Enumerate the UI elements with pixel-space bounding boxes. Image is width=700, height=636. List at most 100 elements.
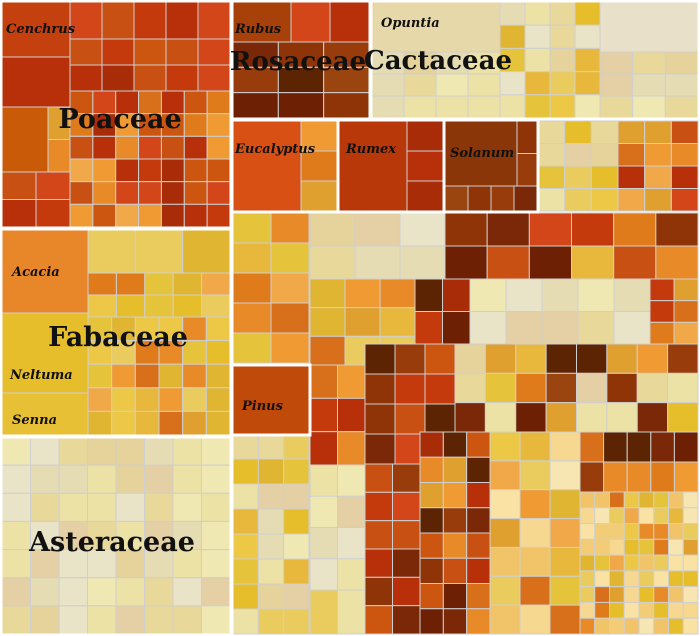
tile-other-cell xyxy=(466,431,491,458)
tile-other-cell xyxy=(528,212,572,247)
tile-other-cell xyxy=(419,583,444,610)
genus-label-neltuma: Neltuma xyxy=(9,368,73,383)
tile-other-cell xyxy=(638,538,655,556)
tile-poaceae-cell xyxy=(165,64,199,92)
tile-poaceae-cell xyxy=(197,1,231,40)
tile-other-cell xyxy=(489,546,521,577)
tile-cactaceae-cell xyxy=(549,47,576,73)
tile-other-cell xyxy=(617,120,646,144)
tile-fabaceae-cell xyxy=(201,294,231,318)
tile-other-cell xyxy=(636,343,669,374)
tile-other-cell xyxy=(466,507,491,534)
tile-fabaceae-cell xyxy=(134,387,160,412)
tile-poaceae-cell xyxy=(69,203,94,228)
tile-other-cell xyxy=(682,570,699,588)
tile-fabaceae-cell xyxy=(134,228,184,274)
tile-other-cell xyxy=(484,343,517,374)
tile-poaceae-cell xyxy=(133,64,167,92)
tile-cactaceae-cell xyxy=(549,71,576,96)
tile-asteraceae-cell xyxy=(201,520,231,551)
tile-other-cell xyxy=(232,332,272,364)
tile-cactaceae-cell xyxy=(499,1,526,26)
tile-other-cell xyxy=(414,278,443,312)
tile-other-cell xyxy=(442,608,468,635)
tile-other-cell xyxy=(579,586,596,603)
tile-other-cell xyxy=(668,554,684,572)
tile-other-cell xyxy=(668,491,684,509)
tile-other-cell xyxy=(283,458,310,485)
tile-solanaceae-cell xyxy=(516,120,538,154)
tile-other-cell xyxy=(594,570,610,588)
tile-other-cell xyxy=(623,491,640,509)
tile-other-cell xyxy=(626,461,652,493)
tile-other-cell xyxy=(668,507,684,525)
tile-other-cell xyxy=(442,482,468,509)
tile-other-cell xyxy=(673,300,699,323)
tile-other-cell xyxy=(626,431,652,463)
tile-other-cell xyxy=(613,245,657,280)
tile-other-cell xyxy=(337,589,366,635)
tile-poaceae-cell xyxy=(183,158,208,183)
tile-other-cell xyxy=(576,372,608,404)
tile-other-cell xyxy=(649,278,675,302)
tile-asteraceae-cell xyxy=(1,464,31,494)
tile-other-cell xyxy=(673,278,699,302)
tile-other-cell xyxy=(419,507,444,534)
tile-other-cell xyxy=(469,278,507,312)
tile-cactaceae-cell xyxy=(574,94,601,119)
tile-other-cell xyxy=(655,245,699,280)
tile-other-cell xyxy=(257,433,285,460)
tile-fabaceae-cell xyxy=(134,363,160,389)
tile-asteraceae-cell xyxy=(201,492,231,522)
tile-poaceae-cell xyxy=(69,38,103,66)
tile-cactaceae-cell xyxy=(499,94,526,119)
tile-other-cell xyxy=(613,212,657,247)
tile-asteraceae-cell xyxy=(58,464,88,494)
tile-other-cell xyxy=(232,212,272,244)
tile-other-cell xyxy=(399,245,446,280)
tile-cactaceae-cell xyxy=(403,95,437,119)
tile-other-cell xyxy=(466,482,491,509)
tile-other-cell xyxy=(309,278,346,309)
tile-other-cell xyxy=(670,165,699,189)
family-label-rosaceae: Rosaceae xyxy=(230,47,366,77)
tile-other-cell xyxy=(653,554,669,572)
tile-other-cell xyxy=(571,245,615,280)
tile-other-cell xyxy=(466,608,491,635)
tile-other-cell xyxy=(454,402,486,433)
tile-cactaceae-cell xyxy=(599,51,634,75)
tile-other-cell xyxy=(344,278,381,309)
tile-other-cell xyxy=(379,278,416,309)
tile-other-cell xyxy=(673,461,699,493)
tile-poaceae-cell xyxy=(92,181,117,205)
tile-other-cell xyxy=(576,343,608,374)
tile-other-cell xyxy=(454,372,486,404)
tile-cactaceae-cell xyxy=(524,24,551,49)
tile-other-cell xyxy=(549,575,581,606)
tile-other-cell xyxy=(682,554,699,572)
tile-other-cell xyxy=(419,482,444,509)
tile-other-cell xyxy=(549,460,581,491)
tile-asteraceae-cell xyxy=(172,577,202,607)
tile-other-cell xyxy=(270,242,310,274)
tile-other-cell xyxy=(613,278,651,312)
tile-myrtaceae-cell xyxy=(300,120,338,152)
tile-fabaceae-cell xyxy=(182,363,207,389)
column-separator xyxy=(229,0,234,636)
tile-solanum xyxy=(444,120,518,187)
tile-other-cell xyxy=(638,570,655,588)
tile-poaceae-cell xyxy=(165,38,199,66)
tile-solanaceae-cell xyxy=(467,185,492,212)
tile-poaceae-cell xyxy=(197,64,231,92)
tile-asteraceae-cell xyxy=(115,436,145,466)
tile-other-cell xyxy=(257,558,285,585)
tile-poaceae xyxy=(1,106,49,173)
tile-asteraceae-cell xyxy=(1,492,31,522)
tile-rosaceae-cell xyxy=(277,41,325,68)
tile-other-cell xyxy=(309,307,346,337)
tile-cactaceae-cell xyxy=(574,71,601,96)
tile-other-cell xyxy=(545,343,577,374)
tile-other-cell xyxy=(444,245,488,280)
tile-other-cell xyxy=(609,507,625,525)
